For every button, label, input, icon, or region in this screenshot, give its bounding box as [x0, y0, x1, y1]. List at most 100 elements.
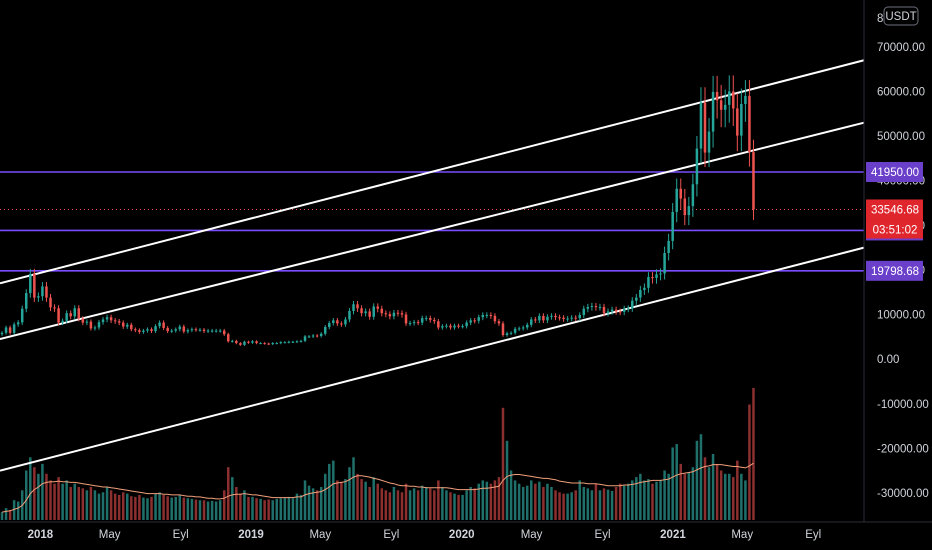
volume-bar	[311, 488, 315, 520]
volume-bar	[614, 487, 618, 520]
volume-bar	[279, 498, 283, 520]
candle-body	[707, 131, 711, 153]
volume-bar	[667, 473, 670, 520]
candle-body	[344, 319, 347, 325]
candle-body	[29, 273, 32, 294]
candle-body	[679, 188, 683, 199]
currency-unit-badge[interactable]: USDT	[883, 6, 919, 26]
y-tick-label: 50000.00	[877, 131, 925, 143]
x-tick-label: 2019	[238, 529, 264, 541]
candle-body	[73, 308, 76, 317]
volume-bar	[150, 496, 153, 520]
candle-body	[227, 334, 230, 342]
volume-bar	[449, 492, 452, 520]
candle-body	[626, 308, 630, 310]
volume-bar	[703, 457, 707, 520]
candle-body	[639, 290, 642, 298]
volume-bar	[380, 488, 384, 520]
candle-body	[453, 325, 456, 328]
volume-bar	[388, 492, 392, 520]
volume-bar	[610, 490, 614, 520]
x-tick-label: 2021	[660, 529, 686, 541]
candle-body	[295, 341, 299, 343]
volume-bar	[740, 473, 743, 520]
candle-body	[105, 317, 109, 320]
candle-body	[404, 314, 408, 324]
candle-body	[457, 325, 460, 327]
volume-bar	[715, 463, 719, 520]
candle-body	[752, 152, 755, 210]
volume-bar	[73, 483, 76, 520]
candle-body	[699, 102, 703, 149]
currency-unit-badge-box[interactable]	[883, 6, 919, 26]
volume-bar	[695, 440, 699, 520]
price-tag-label: 33546.68	[871, 204, 919, 216]
candle-body	[554, 315, 557, 318]
candle-body	[352, 304, 355, 311]
candle-body	[198, 329, 202, 331]
volume-bar	[618, 483, 622, 520]
volume-bars	[0, 388, 755, 520]
candle-body	[372, 306, 375, 317]
volume-bar	[631, 480, 634, 520]
volume-bar	[186, 498, 190, 520]
volume-bar	[352, 457, 355, 520]
volume-bar	[691, 467, 695, 520]
candle-body	[25, 293, 28, 309]
candle-body	[291, 341, 295, 343]
candle-body	[130, 324, 133, 330]
candle-body	[356, 304, 359, 309]
volume-moving-average-line	[1, 462, 754, 513]
candle-body	[538, 315, 541, 321]
candle-body	[263, 343, 266, 345]
candle-body	[162, 322, 165, 328]
candle-body	[33, 273, 36, 298]
volume-bar	[626, 483, 630, 520]
candle-body	[400, 313, 404, 315]
candle-body	[150, 329, 153, 332]
volume-bar	[202, 500, 206, 520]
volume-bar	[319, 487, 323, 520]
volume-bar	[683, 473, 687, 520]
countdown-box	[866, 219, 923, 239]
candle-body	[477, 317, 481, 321]
candle-body	[97, 322, 101, 328]
candle-body	[89, 321, 93, 329]
x-tick-label: Eyl	[595, 529, 611, 541]
volume-bar	[315, 490, 319, 520]
volume-bar	[517, 483, 521, 520]
volume-bar	[138, 494, 141, 520]
candle-body	[328, 323, 331, 328]
candle-body	[525, 324, 529, 328]
candle-body	[81, 318, 85, 323]
x-tick-label: May	[731, 529, 753, 541]
volume-bar	[12, 500, 16, 520]
volume-bar	[651, 483, 654, 520]
volume-bar	[420, 485, 424, 520]
candle-body	[517, 328, 521, 330]
volume-bar	[130, 496, 133, 520]
countdown-label: 03:51:02	[873, 224, 918, 236]
volume-bar	[170, 497, 173, 520]
x-tick-label: 2020	[449, 529, 475, 541]
candle-body	[154, 326, 157, 332]
volume-bar	[376, 483, 379, 520]
candle-body	[85, 321, 89, 323]
candle-body	[222, 330, 226, 335]
volume-bar	[174, 496, 177, 520]
volume-bar	[485, 481, 489, 520]
volume-bar	[101, 492, 105, 520]
candle-body	[267, 343, 270, 345]
volume-bar	[501, 407, 505, 520]
volume-bar	[429, 488, 432, 520]
volume-bar	[416, 490, 420, 520]
volume-bar	[562, 493, 565, 520]
x-axis-ticks: 2018 May Eyl 2019 May Eyl 2020 May Eyl 2021 May Eyl	[28, 529, 822, 541]
candle-body	[340, 323, 343, 325]
volume-bar	[344, 479, 347, 520]
candle-body	[691, 184, 695, 207]
candle-body	[469, 320, 472, 323]
candle-body	[323, 327, 327, 334]
volume-bar	[707, 467, 711, 520]
